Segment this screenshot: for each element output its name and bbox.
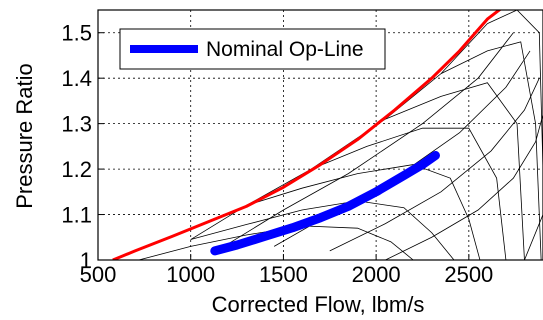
y-tick-label: 1 (80, 248, 92, 273)
map-beta-line (385, 114, 543, 260)
map-speed-line (385, 82, 525, 260)
y-tick-label: 1.5 (61, 21, 92, 46)
plot-frame (97, 9, 543, 261)
legend: Nominal Op-Line (119, 28, 386, 70)
map-speed-line (311, 127, 507, 260)
x-tick-label: 2500 (444, 262, 493, 287)
series-layer (112, 10, 502, 260)
y-tick-label: 1.2 (61, 157, 92, 182)
map-beta-line (329, 78, 540, 252)
map-speed-line (440, 41, 542, 260)
map-beta-line (413, 214, 543, 260)
y-tick-label: 1.1 (61, 203, 92, 228)
x-tick-label: 1000 (166, 262, 215, 287)
x-tick-label: 500 (80, 262, 117, 287)
map-speed-line (487, 10, 543, 170)
axis-ticks: 500 1000 1500 2000 2500 1 1.1 1.2 1.3 1.4 1.5 (61, 21, 493, 287)
x-axis-label: Corrected Flow, lbm/s (212, 292, 425, 317)
map-speed-line (246, 164, 481, 260)
x-tick-label: 2000 (352, 262, 401, 287)
series-nominal-op-line (210, 150, 440, 256)
map-beta-line (227, 32, 514, 245)
y-tick-label: 1.3 (61, 112, 92, 137)
y-tick-label: 1.4 (61, 66, 92, 91)
y-axis-label: Pressure Ratio (12, 63, 37, 209)
surge-line (112, 10, 502, 260)
legend-label-nominal-op-line: Nominal Op-Line (206, 38, 364, 61)
x-tick-label: 1500 (259, 262, 308, 287)
